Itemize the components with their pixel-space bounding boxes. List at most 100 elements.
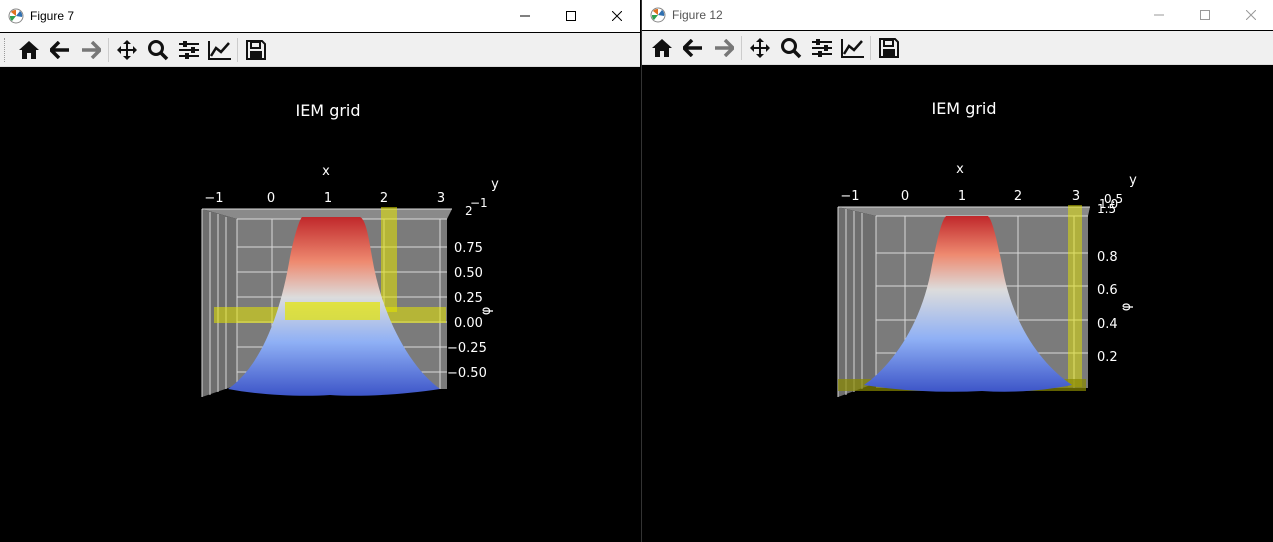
matplotlib-app-icon <box>650 7 666 23</box>
plot-title: IEM grid <box>295 101 360 120</box>
x-tick: 2 <box>380 191 388 206</box>
x-tick: 0 <box>267 191 275 206</box>
save-icon <box>878 37 899 58</box>
left-pane <box>202 209 237 397</box>
x-tick: 3 <box>1072 189 1080 204</box>
pan-button[interactable] <box>744 33 775 63</box>
z-tick: 0.50 <box>454 266 483 281</box>
edit-axes-icon <box>840 38 864 58</box>
configure-subplots-button[interactable] <box>173 35 204 65</box>
x-tick: 3 <box>437 191 445 206</box>
edit-axes-button[interactable] <box>837 33 868 63</box>
forward-icon <box>81 40 101 59</box>
forward-icon <box>714 38 734 57</box>
pan-icon <box>116 39 137 60</box>
plot-title: IEM grid <box>931 99 996 118</box>
left-pane <box>838 207 876 397</box>
y-axis-label: y <box>1129 173 1137 188</box>
minimize-button[interactable] <box>502 0 548 32</box>
zoom-icon <box>147 39 168 60</box>
home-icon <box>18 40 39 59</box>
maximize-button[interactable] <box>548 0 594 32</box>
minimize-icon <box>520 15 530 17</box>
edit-axes-button[interactable] <box>204 35 235 65</box>
close-icon <box>612 11 622 21</box>
toolbar-separator <box>741 35 742 60</box>
maximize-icon <box>566 11 576 21</box>
z-axis-label: φ <box>1119 303 1134 312</box>
configure-subplots-icon <box>178 40 199 59</box>
figure-canvas[interactable]: IEM grid <box>0 67 640 542</box>
z-tick: 0.75 <box>454 241 483 256</box>
close-icon <box>1246 10 1256 20</box>
navigation-toolbar <box>0 33 640 67</box>
highlight-band-vertical <box>381 207 397 312</box>
x-axis-label: x <box>956 162 964 177</box>
title-bar[interactable]: Figure 12 <box>642 0 1273 30</box>
edit-axes-icon <box>207 40 231 60</box>
figure-12-window: Figure 12 <box>641 0 1273 542</box>
forward-button[interactable] <box>708 33 739 63</box>
x-tick: −1 <box>840 189 859 204</box>
z-tick: 0.8 <box>1097 250 1118 265</box>
toolbar-separator <box>108 37 109 62</box>
pan-button[interactable] <box>111 35 142 65</box>
z-tick: 0.00 <box>454 316 483 331</box>
y-tick: 2 <box>465 204 473 218</box>
back-button[interactable] <box>44 35 75 65</box>
window-title: Figure 12 <box>672 8 723 22</box>
close-button[interactable] <box>1228 0 1273 30</box>
y-tick: 0.5 <box>1104 192 1123 206</box>
x-tick: 2 <box>1014 189 1022 204</box>
z-tick: 0.6 <box>1097 283 1118 298</box>
y-axis-label: y <box>491 177 499 192</box>
x-tick: 1 <box>958 189 966 204</box>
maximize-icon <box>1200 10 1210 20</box>
z-tick: −0.50 <box>447 366 487 381</box>
home-button[interactable] <box>646 33 677 63</box>
maximize-button[interactable] <box>1182 0 1228 30</box>
save-button[interactable] <box>873 33 904 63</box>
zoom-icon <box>780 37 801 58</box>
y-tick: −1 <box>470 196 488 210</box>
z-tick: 0.2 <box>1097 350 1118 365</box>
surface-plot <box>864 216 1072 392</box>
back-button[interactable] <box>677 33 708 63</box>
configure-subplots-button[interactable] <box>806 33 837 63</box>
toolbar-separator <box>237 37 238 62</box>
y-tick: 1.0 <box>1099 197 1118 211</box>
z-axis-label: φ <box>479 307 494 316</box>
matplotlib-app-icon <box>8 8 24 24</box>
y-tick: 1.5 <box>1097 202 1116 216</box>
close-button[interactable] <box>594 0 640 32</box>
zoom-button[interactable] <box>775 33 806 63</box>
plot-3d[interactable]: IEM grid <box>642 65 1273 542</box>
z-tick: −0.25 <box>447 341 487 356</box>
x-tick: 0 <box>901 189 909 204</box>
pan-icon <box>749 37 770 58</box>
zoom-button[interactable] <box>142 35 173 65</box>
home-button[interactable] <box>13 35 44 65</box>
grid-lines <box>201 208 452 397</box>
surface-highlight <box>285 302 380 320</box>
x-tick: 1 <box>324 191 332 206</box>
z-tick: 0.25 <box>454 291 483 306</box>
x-tick: −1 <box>204 191 223 206</box>
z-tick: 0.4 <box>1097 317 1118 332</box>
top-pane <box>838 207 1090 216</box>
configure-subplots-icon <box>811 38 832 57</box>
save-icon <box>245 39 266 60</box>
navigation-toolbar <box>642 31 1273 65</box>
back-icon <box>49 40 69 59</box>
figure-canvas[interactable]: IEM grid <box>642 65 1273 542</box>
save-button[interactable] <box>240 35 271 65</box>
minimize-icon <box>1154 14 1164 16</box>
window-title: Figure 7 <box>30 9 75 23</box>
minimize-button[interactable] <box>1136 0 1182 30</box>
toolbar-separator <box>870 35 871 60</box>
highlight-band-vertical <box>1068 205 1082 387</box>
plot-3d[interactable]: IEM grid <box>0 67 640 542</box>
home-icon <box>651 38 672 57</box>
forward-button[interactable] <box>75 35 106 65</box>
title-bar[interactable]: Figure 7 <box>0 0 640 32</box>
